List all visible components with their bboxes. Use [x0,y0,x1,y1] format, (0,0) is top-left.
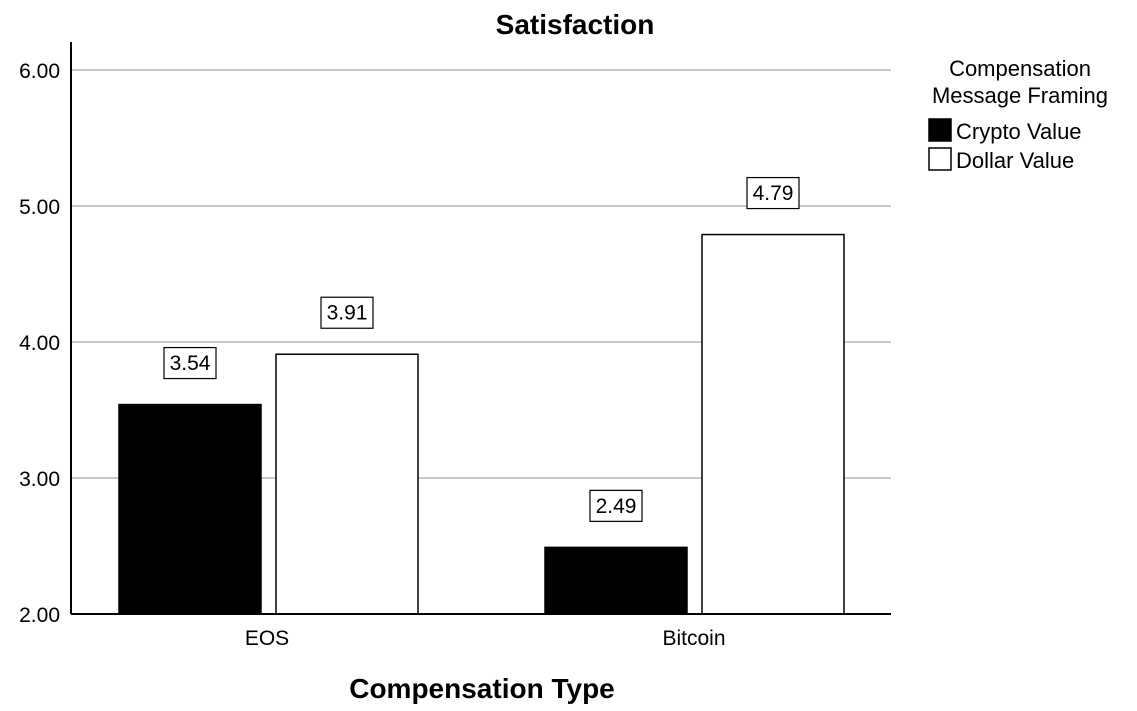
legend-title-line-2: Message Framing [932,83,1108,108]
data-label-box [320,296,374,329]
bar [701,233,845,615]
data-label: 3.54 [170,352,211,375]
bars [118,233,845,615]
bar [118,403,262,615]
data-label: 4.79 [753,182,794,205]
bar [275,353,419,615]
x-tick-labels: EOS Bitcoin [245,627,726,650]
axes [70,42,891,615]
legend-label: Dollar Value [956,148,1074,173]
y-tick-label: 3.00 [19,468,60,491]
data-labels: 3.54 3.91 2.49 4.79 [163,176,800,522]
y-tick-label: 2.00 [19,604,60,627]
y-tick-labels: 2.00 3.00 4.00 5.00 6.00 [19,60,60,627]
y-tick-label: 5.00 [19,196,60,219]
legend-title-line-1: Compensation [949,56,1091,81]
data-label-box [589,489,643,522]
data-label-box [746,176,800,210]
y-tick-label: 4.00 [19,332,60,355]
legend-swatch [928,118,952,142]
x-tick-label: EOS [245,627,289,650]
x-tick-label: Bitcoin [662,627,725,650]
chart-title: Satisfaction [496,9,655,40]
bar [544,546,688,615]
x-axis-title: Compensation Type [349,673,615,704]
legend-swatch [928,147,952,171]
data-label: 2.49 [596,495,637,518]
legend: Compensation Message Framing Crypto Valu… [928,56,1108,173]
data-label: 3.91 [327,302,368,325]
legend-label: Crypto Value [956,119,1082,144]
data-label-box [163,346,217,380]
y-tick-label: 6.00 [19,60,60,83]
